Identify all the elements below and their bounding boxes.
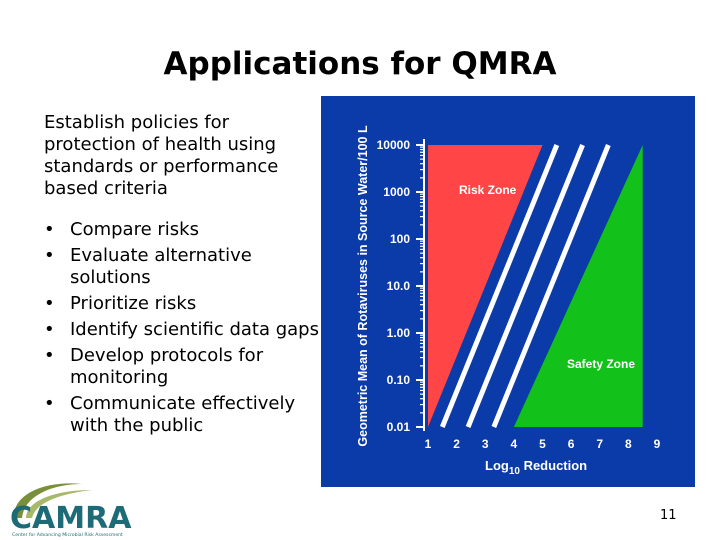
camra-logo: CAMRA Center for Advancing Microbial Ris… (10, 483, 132, 538)
x-axis-label-main: Log (485, 458, 509, 473)
bullet-glyph: • (44, 319, 55, 340)
safety-zone-label: Safety Zone (567, 357, 635, 371)
x-tick-label: 1 (425, 437, 432, 451)
bullet-item: • Communicate effectively with the public (44, 393, 319, 437)
risk-zone-area (428, 145, 543, 427)
bullet-glyph: • (44, 345, 55, 366)
bullet-glyph: • (44, 393, 55, 414)
bullet-item: • Develop protocols for monitoring (44, 345, 319, 389)
x-axis-label: Log10 Reduction (485, 458, 587, 477)
bullet-text: Identify scientific data gaps (70, 319, 319, 340)
x-axis-label-rest: Reduction (520, 458, 587, 473)
bullet-text: Prioritize risks (70, 293, 197, 314)
slide-title: Applications for QMRA (163, 46, 557, 82)
y-axis-label: Geometric Mean of Rotaviruses in Source … (356, 125, 370, 447)
page-number: 11 (660, 508, 677, 523)
y-tick-label: 10.0 (387, 279, 411, 293)
y-tick-label: 0.10 (387, 373, 411, 387)
bullet-glyph: • (44, 293, 55, 314)
bullet-text: Develop protocols for monitoring (70, 345, 264, 388)
x-tick-label: 5 (539, 437, 546, 451)
x-tick-label: 4 (511, 437, 518, 451)
safety-zone-area (513, 145, 643, 427)
bullet-item: • Prioritize risks (44, 293, 319, 315)
bullet-item: • Evaluate alternative solutions (44, 245, 319, 289)
y-tick-label: 0.01 (387, 420, 411, 434)
bullet-item: • Compare risks (44, 219, 319, 241)
x-tick-label: 6 (568, 437, 575, 451)
y-tick-label: 100 (390, 232, 410, 246)
x-axis-label-subscript: 10 (509, 466, 521, 477)
x-tick-label: 3 (482, 437, 489, 451)
risk-zone-label: Risk Zone (459, 183, 517, 197)
bullet-item: • Identify scientific data gaps (44, 319, 319, 341)
x-tick-label: 8 (625, 437, 632, 451)
logo-tagline: Center for Advancing Microbial Risk Asse… (12, 532, 123, 538)
bullet-text: Compare risks (70, 219, 199, 240)
boundary-stripe (465, 144, 585, 428)
bullet-text: Evaluate alternative solutions (70, 245, 252, 288)
y-tick-label: 1000 (383, 185, 410, 199)
logo-swoosh-inner-icon (26, 490, 92, 518)
bullet-text: Communicate effectively with the public (70, 393, 296, 436)
bullet-list: • Compare risks • Evaluate alternative sol… (44, 219, 319, 441)
boundary-stripe (439, 144, 560, 428)
boundary-stripe (491, 144, 611, 428)
logo-swoosh-icon (13, 483, 83, 518)
x-tick-label: 7 (596, 437, 603, 451)
y-tick-label: 1.00 (387, 326, 411, 340)
intro-text: Establish policies for protection of hea… (44, 112, 279, 199)
y-tick-label: 10000 (377, 138, 411, 152)
bullet-glyph: • (44, 245, 55, 266)
x-tick-label: 2 (453, 437, 460, 451)
x-tick-label: 9 (654, 437, 661, 451)
risk-safety-chart: 0.01 0.10 1.00 10.0 100 1000 10000 1 2 3 4 5 6 7 8 9 Log… (321, 96, 695, 487)
logo-name: CAMRA (10, 501, 132, 536)
bullet-glyph: • (44, 219, 55, 240)
